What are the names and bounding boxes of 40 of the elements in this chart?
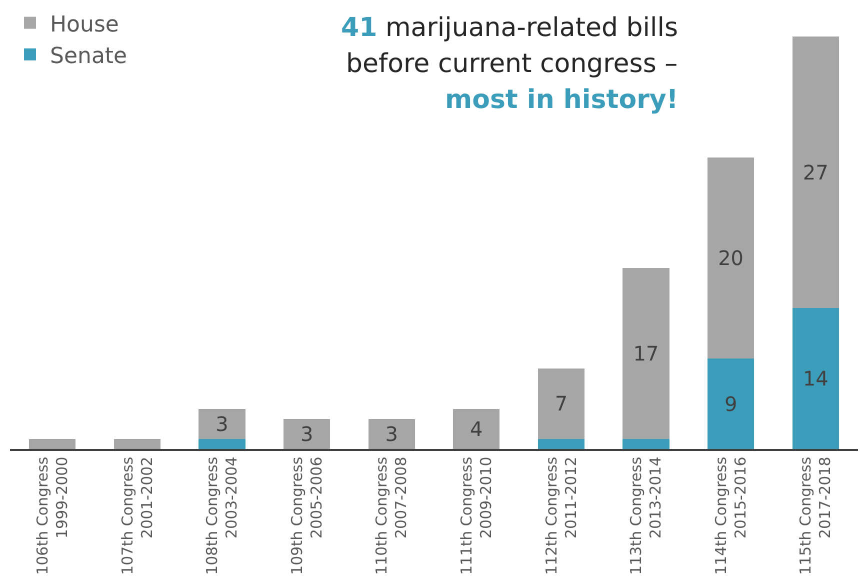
data-label: 20: [718, 246, 744, 270]
bar: [538, 438, 585, 449]
legend-label: House: [50, 12, 119, 38]
annotation: 41 marijuana-related bills: [341, 13, 678, 43]
x-tick-label: 115th Congress 2017-2018: [796, 456, 834, 575]
data-label: 27: [802, 160, 828, 184]
annotation: before current congress –: [346, 49, 678, 79]
x-tick-label: 106th Congress 1999-2000: [34, 456, 72, 575]
bar: [622, 438, 670, 449]
bar: [792, 308, 839, 449]
bar: [198, 408, 246, 439]
data-label: 4: [470, 416, 483, 441]
bar: [368, 418, 415, 449]
x-tick-label: 108th Congress 2003-2004: [203, 456, 241, 575]
bar: [707, 358, 754, 449]
bar: [453, 408, 500, 449]
data-label: 14: [802, 366, 828, 391]
data-label: 3: [216, 412, 228, 436]
data-label: 9: [724, 392, 738, 416]
x-tick-label: 107th Congress 2001-2002: [118, 456, 156, 575]
x-tick-label: 109th Congress 2005-2006: [288, 456, 326, 575]
data-label: 3: [300, 422, 314, 446]
data-label: 3: [385, 422, 398, 446]
annotation: most in history!: [445, 85, 678, 115]
x-tick-label: 112th Congress 2011-2012: [542, 456, 580, 575]
legend-label: Senate: [50, 44, 128, 69]
x-tick-label: 111th Congress 2009-2010: [458, 456, 496, 575]
x-tick-label: 113th Congress 2013-2014: [627, 456, 665, 575]
bar: [622, 268, 670, 439]
bar: [792, 36, 839, 308]
bar: [283, 418, 330, 449]
bar: [114, 438, 161, 449]
x-tick-label: 110th Congress 2007-2008: [372, 456, 410, 575]
bar: [538, 368, 585, 439]
data-label: 17: [633, 341, 659, 366]
data-label: 7: [554, 392, 568, 416]
x-tick-label: 114th Congress 2015-2016: [712, 456, 750, 575]
bar: [707, 157, 754, 358]
bar: [198, 438, 246, 449]
bar: [29, 438, 76, 449]
